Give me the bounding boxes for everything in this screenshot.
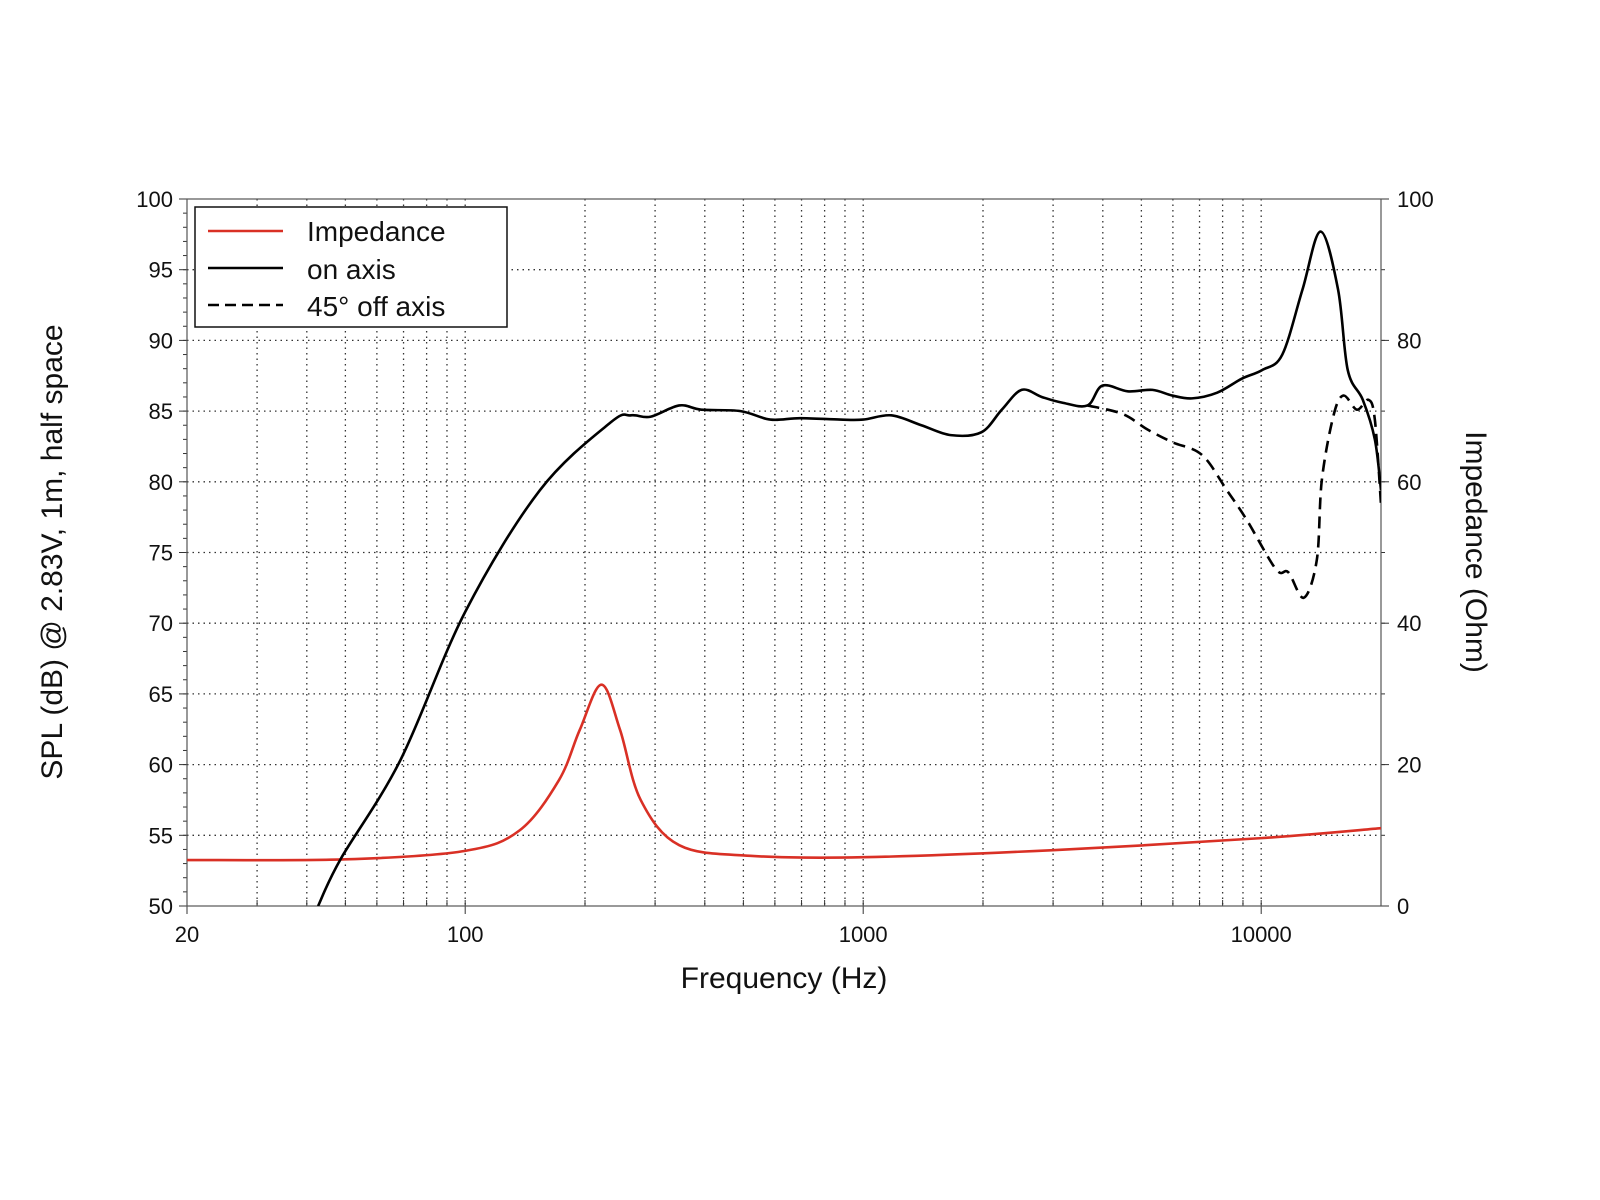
y-tick-label: 60 — [149, 753, 173, 778]
x-tick-label: 1000 — [839, 922, 888, 947]
x-axis-label: Frequency (Hz) — [681, 962, 888, 995]
y2-tick-label: 20 — [1397, 753, 1421, 778]
series-group — [187, 230, 1381, 906]
x-tick-label: 20 — [175, 922, 199, 947]
legend-box — [194, 206, 508, 328]
y2-tick-label: 40 — [1397, 611, 1421, 636]
y-tick-label: 75 — [149, 541, 173, 566]
series-line-on-axis — [316, 230, 1381, 906]
legend-label-on-axis: on axis — [307, 254, 396, 285]
legend: Impedance on axis 45° off axis — [194, 206, 508, 328]
x-tick-label: 10000 — [1231, 922, 1292, 947]
y-tick-label: 85 — [149, 399, 173, 424]
y-axis-label: SPL (dB) @ 2.83V, 1m, half space — [36, 324, 69, 779]
axis-ticks — [179, 198, 1389, 914]
y2-tick-label: 80 — [1397, 328, 1421, 353]
y2-tick-label: 100 — [1397, 187, 1434, 212]
legend-label-impedance: Impedance — [307, 216, 446, 247]
y-tick-label: 90 — [149, 328, 173, 353]
y-tick-label: 55 — [149, 823, 173, 848]
y-tick-label: 70 — [149, 611, 173, 636]
series-line-impedance — [187, 683, 1381, 862]
y2-tick-label: 60 — [1397, 470, 1421, 495]
y-tick-label: 65 — [149, 682, 173, 707]
plot-frame — [186, 198, 1382, 907]
series-line-45-off-axis — [1087, 394, 1381, 600]
y2-tick-label: 0 — [1397, 894, 1409, 919]
legend-label-off-axis: 45° off axis — [307, 291, 445, 322]
y-tick-label: 100 — [136, 187, 173, 212]
y2-axis-label: Impedance (Ohm) — [1459, 431, 1492, 673]
y-tick-label: 50 — [149, 894, 173, 919]
y-tick-label: 80 — [149, 470, 173, 495]
y-tick-label: 95 — [149, 258, 173, 283]
x-tick-label: 100 — [447, 922, 484, 947]
